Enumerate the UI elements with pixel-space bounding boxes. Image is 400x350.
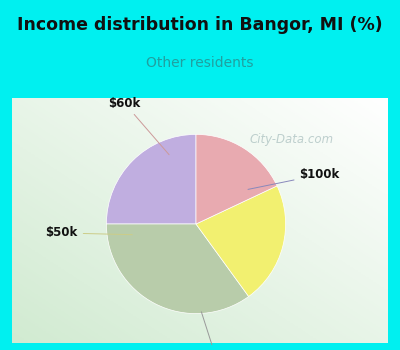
Text: $75k: $75k	[200, 312, 232, 350]
Text: Other residents: Other residents	[146, 56, 254, 70]
Text: $100k: $100k	[248, 168, 340, 189]
Wedge shape	[106, 134, 196, 224]
Wedge shape	[196, 186, 286, 296]
Text: $50k: $50k	[46, 226, 132, 239]
Text: $60k: $60k	[108, 97, 169, 155]
Text: Income distribution in Bangor, MI (%): Income distribution in Bangor, MI (%)	[17, 15, 383, 34]
Wedge shape	[106, 224, 249, 314]
Text: City-Data.com: City-Data.com	[250, 133, 334, 147]
Wedge shape	[196, 134, 277, 224]
